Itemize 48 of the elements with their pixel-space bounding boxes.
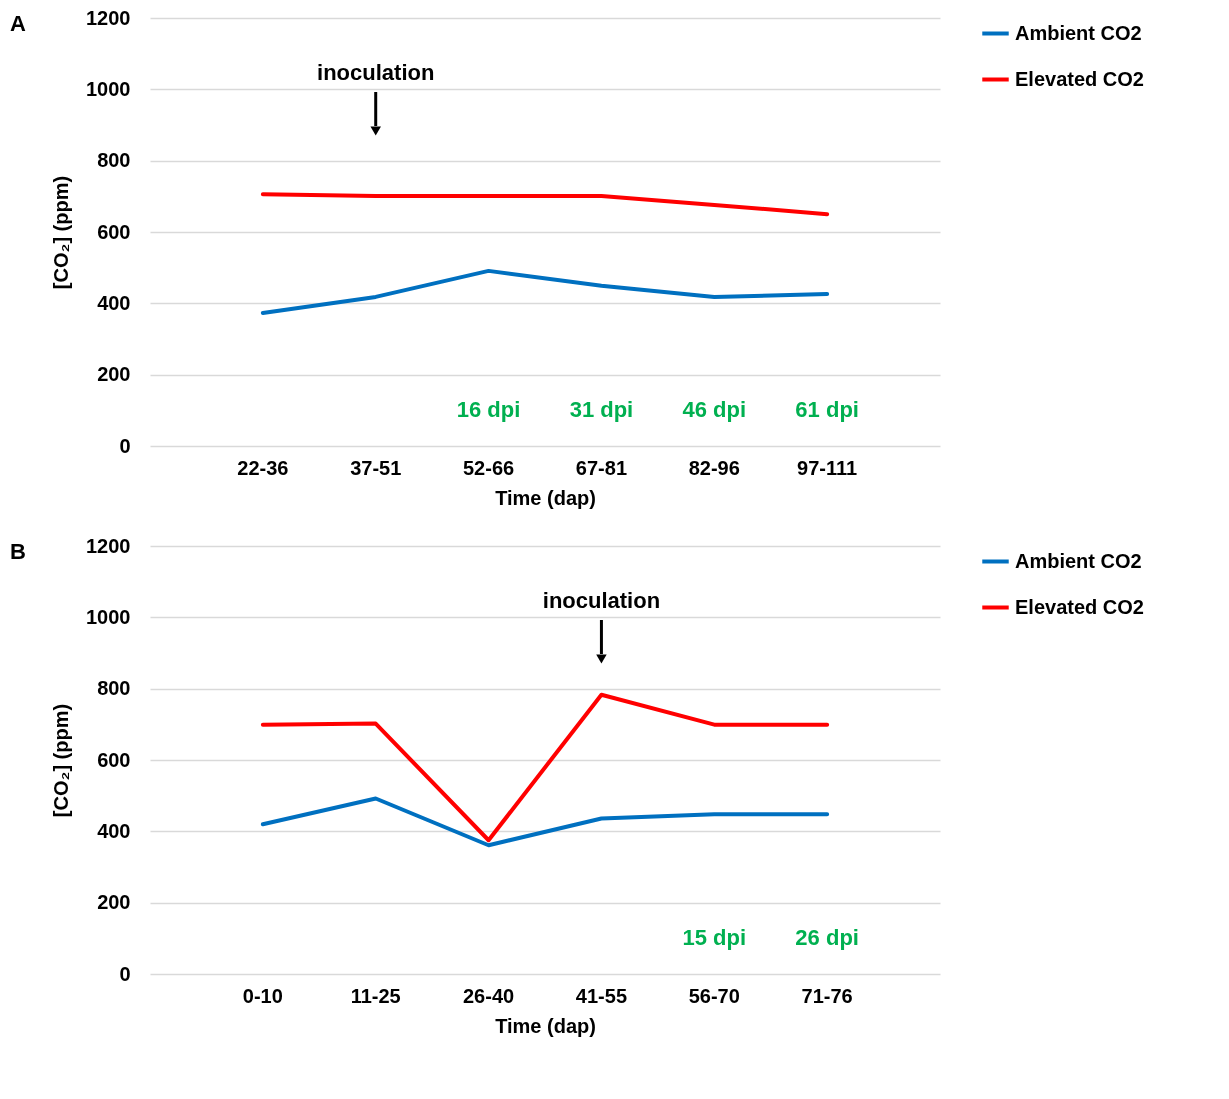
line-series (260, 692, 830, 843)
y-tick-label: 1000 (86, 77, 131, 100)
x-tick-label: 67-81 (575, 456, 628, 479)
line-series (260, 796, 830, 848)
y-tick-label: 600 (97, 220, 131, 243)
line-series (260, 268, 830, 315)
annotation: 61 dpi (795, 397, 859, 422)
x-axis-title: Time (dap) (495, 486, 596, 509)
x-tick-label: 0-10 (242, 984, 283, 1007)
legend-label: Ambient CO2 (1015, 21, 1142, 44)
y-tick-label: 200 (97, 363, 131, 386)
annotation: 31 dpi (569, 397, 634, 422)
y-axis-title: [CO₂] (ppm) (50, 175, 73, 290)
x-tick-label: 26-40 (462, 984, 515, 1007)
x-tick-label: 52-66 (462, 456, 515, 479)
x-tick-label: 71-76 (801, 984, 853, 1007)
x-tick-label: 82-96 (688, 456, 740, 479)
y-tick-label: 800 (97, 677, 131, 700)
y-tick-label: 600 (97, 748, 131, 771)
y-tick-label: 1200 (86, 534, 131, 557)
annotation: 26 dpi (795, 925, 859, 950)
y-tick-label: 400 (97, 819, 131, 842)
y-tick-label: 400 (97, 291, 131, 314)
y-tick-label: 200 (97, 891, 131, 914)
annotation: inoculation (542, 588, 661, 613)
x-axis-title: Time (dap) (495, 1014, 596, 1037)
legend-label: Ambient CO2 (1015, 549, 1142, 572)
annotation: 16 dpi (456, 397, 521, 422)
line-series (260, 192, 830, 217)
y-tick-label: 800 (97, 149, 131, 172)
y-tick-label: 0 (119, 434, 131, 457)
chart-title: B (10, 539, 26, 564)
x-tick-label: 22-36 (237, 456, 289, 479)
x-tick-label: 11-25 (350, 984, 401, 1007)
annotation: 15 dpi (682, 925, 747, 950)
y-axis-title: [CO₂] (ppm) (50, 703, 73, 818)
x-tick-label: 56-70 (688, 984, 740, 1007)
legend-label: Elevated CO2 (1015, 67, 1144, 90)
y-tick-label: 1000 (86, 605, 131, 628)
x-tick-label: 41-55 (575, 984, 628, 1007)
y-tick-label: 0 (119, 962, 131, 985)
annotation: 46 dpi (682, 397, 747, 422)
legend-label: Elevated CO2 (1015, 595, 1144, 618)
y-tick-label: 1200 (86, 6, 131, 29)
annotation: inoculation (317, 60, 435, 85)
x-tick-label: 97-111 (797, 456, 858, 479)
chart-title: A (10, 11, 26, 36)
x-tick-label: 37-51 (350, 456, 402, 479)
